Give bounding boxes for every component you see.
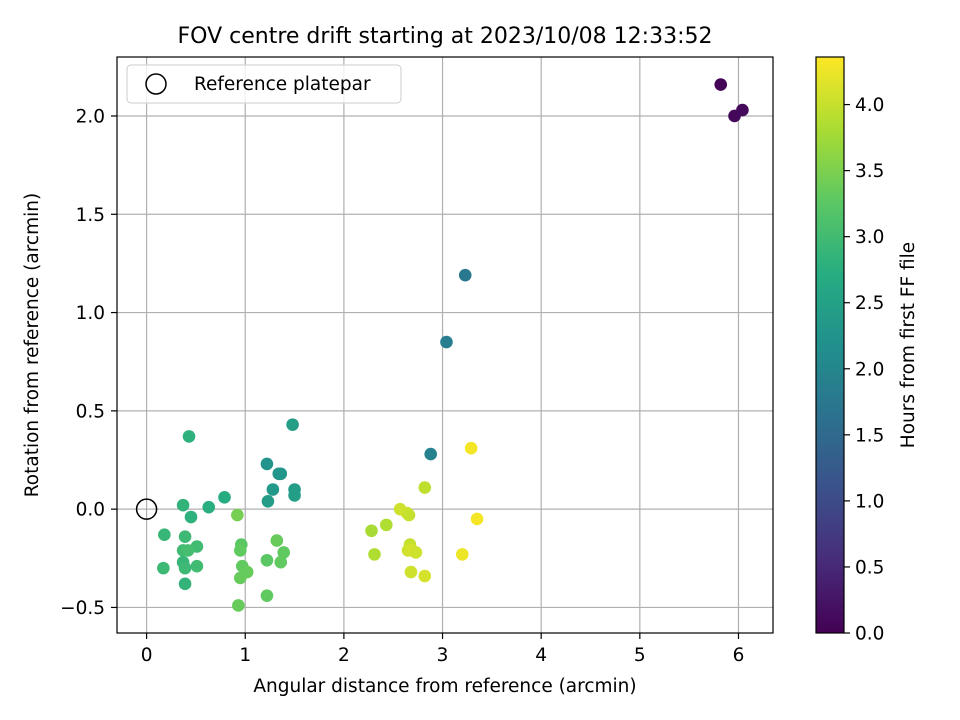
legend-reference-marker xyxy=(145,73,167,95)
data-point xyxy=(231,508,244,522)
data-point xyxy=(424,447,437,461)
x-tick-label: 0 xyxy=(141,645,153,666)
data-point xyxy=(158,528,171,542)
data-point xyxy=(202,500,216,514)
data-point xyxy=(178,530,192,543)
data-point xyxy=(418,569,432,583)
data-point xyxy=(409,546,423,559)
grid-lines xyxy=(117,57,773,633)
y-tick-label: 1.5 xyxy=(76,205,105,226)
data-point xyxy=(368,548,381,561)
data-point xyxy=(260,589,274,602)
data-point xyxy=(157,561,170,575)
data-point xyxy=(270,534,284,547)
data-point xyxy=(402,508,416,522)
reference-marker-layer xyxy=(135,498,158,520)
legend: Reference platepar xyxy=(126,64,402,104)
data-point xyxy=(260,553,274,567)
y-axis-label: Rotation from reference (arcmin) xyxy=(22,193,43,497)
data-point xyxy=(184,510,198,524)
colorbar-tick-label: 3.0 xyxy=(855,227,884,248)
y-axis: −0.5 0.0 0.5 1.0 1.5 2.0 xyxy=(60,106,117,619)
x-tick-label: 1 xyxy=(239,645,251,666)
data-point xyxy=(176,498,190,512)
colorbar-label: Hours from first FF file xyxy=(898,242,919,448)
legend-entry-reference: Reference platepar xyxy=(194,74,371,95)
scatter-points xyxy=(157,78,749,612)
data-point xyxy=(181,544,195,557)
data-point xyxy=(274,555,288,569)
y-tick-label: −0.5 xyxy=(60,598,105,619)
x-tick-label: 4 xyxy=(535,645,547,666)
data-point xyxy=(380,518,393,532)
x-tick-label: 3 xyxy=(437,645,449,666)
data-point xyxy=(234,571,247,585)
colorbar-tick-label: 3.5 xyxy=(855,161,884,182)
data-point xyxy=(218,491,231,504)
data-point xyxy=(736,103,749,117)
legend-box xyxy=(126,64,402,104)
data-point xyxy=(182,430,196,443)
data-point xyxy=(714,78,728,91)
y-tick-label: 0.0 xyxy=(76,500,105,521)
colorbar-fill xyxy=(815,56,845,634)
colorbar-tick-label: 0.5 xyxy=(855,557,884,578)
colorbar-tick-label: 2.0 xyxy=(855,359,884,380)
colorbar-tick-label: 2.5 xyxy=(855,293,884,314)
data-point xyxy=(261,494,275,508)
colorbar: 0.0 0.5 1.0 1.5 2.0 2.5 3.0 3.5 4.0 xyxy=(815,56,884,645)
data-point xyxy=(266,483,280,496)
data-point xyxy=(274,467,288,481)
data-point xyxy=(418,481,432,494)
x-tick-label: 2 xyxy=(338,645,350,666)
y-tick-label: 1.0 xyxy=(76,303,105,324)
data-point xyxy=(260,457,274,471)
data-point xyxy=(232,599,245,612)
data-point xyxy=(178,561,192,575)
data-point xyxy=(440,335,453,349)
data-point xyxy=(277,546,291,559)
colorbar-tick-label: 4.0 xyxy=(855,95,884,116)
data-point xyxy=(288,489,301,502)
data-point xyxy=(365,524,378,538)
x-tick-label: 6 xyxy=(733,645,745,666)
data-point xyxy=(455,548,469,561)
chart-title: FOV centre drift starting at 2023/10/08 … xyxy=(178,24,713,49)
reference-platepar-marker xyxy=(135,498,158,520)
data-point xyxy=(464,441,478,455)
colorbar-tick-label: 0.0 xyxy=(855,624,884,645)
x-axis: 0 1 2 3 4 5 6 xyxy=(141,633,745,666)
data-point xyxy=(470,512,484,526)
data-point xyxy=(234,544,247,557)
data-point xyxy=(458,268,472,282)
data-point xyxy=(178,577,192,591)
colorbar-tick-label: 1.0 xyxy=(855,491,884,512)
data-point xyxy=(190,559,204,573)
x-axis-label: Angular distance from reference (arcmin) xyxy=(253,676,636,697)
y-tick-label: 0.5 xyxy=(76,401,105,422)
y-tick-label: 2.0 xyxy=(76,106,105,127)
data-point xyxy=(404,565,418,579)
x-tick-label: 5 xyxy=(634,645,646,666)
data-point xyxy=(286,418,299,431)
plot-frame xyxy=(116,56,774,634)
colorbar-tick-label: 1.5 xyxy=(855,425,884,446)
